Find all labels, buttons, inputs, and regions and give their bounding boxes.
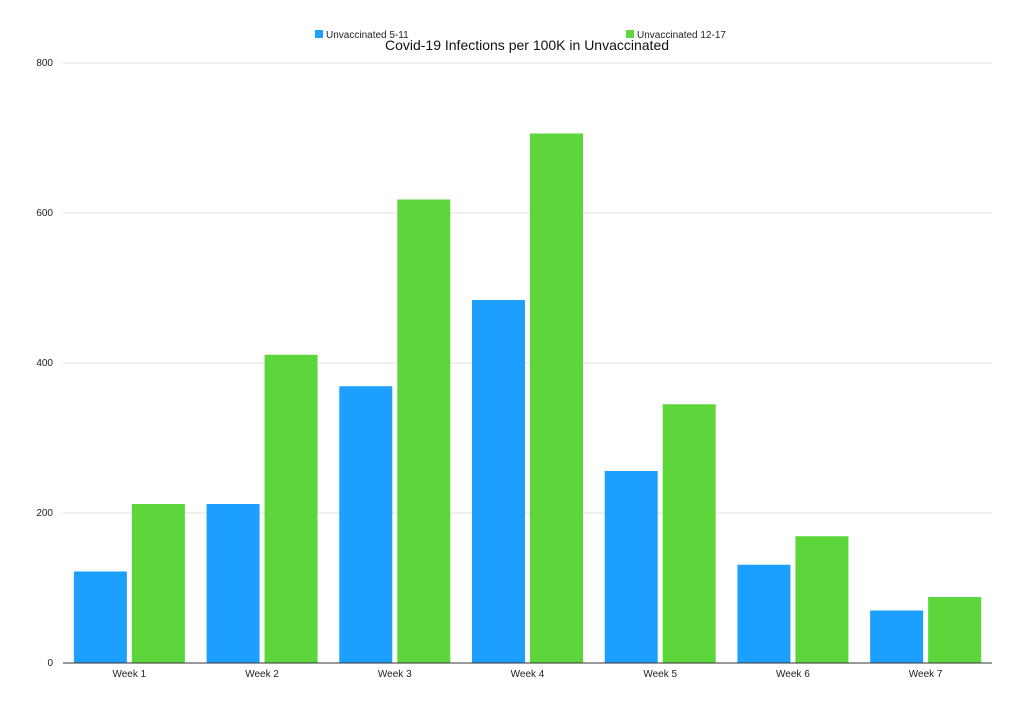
bar-series-2-week-2 [264, 354, 318, 663]
y-tick-label: 200 [36, 508, 53, 519]
axes: 0 200 400 600 800 Week 1 Week 2 Week 3 Week 4 Wee… [36, 58, 992, 680]
bar-series-1-week-4 [472, 300, 525, 663]
chart-title: Covid-19 Infections per 100K in Unvaccin… [385, 37, 669, 53]
y-tick-label: 600 [36, 208, 53, 219]
x-tick-label: Week 2 [245, 669, 279, 680]
gridlines [63, 62, 992, 514]
bar-series-1-week-5 [604, 471, 658, 663]
bar-series-1-week-6 [737, 564, 791, 663]
bar-series-2-week-1 [131, 504, 185, 663]
bar-series-2-week-4 [530, 133, 583, 663]
legend: Unvaccinated 5-11 Unvaccinated 12-17 [315, 30, 726, 41]
x-tick-label: Week 7 [909, 669, 943, 680]
y-tick-label: 800 [36, 58, 53, 69]
bar-series-2-week-3 [397, 199, 451, 663]
bar-series-1-week-3 [339, 386, 393, 663]
x-tick-label: Week 1 [112, 669, 146, 680]
x-tick-label: Week 5 [643, 669, 677, 680]
legend-label: Unvaccinated 5-11 [326, 30, 409, 41]
x-tick-label: Week 4 [511, 669, 545, 680]
bar-series-1-week-2 [206, 504, 260, 663]
x-tick-label: Week 6 [776, 669, 810, 680]
bars [73, 133, 982, 663]
legend-swatch [315, 30, 323, 38]
bar-series-1-week-1 [73, 571, 127, 663]
bar-series-1-week-7 [870, 610, 924, 663]
bar-series-2-week-5 [662, 404, 716, 663]
legend-label: Unvaccinated 12-17 [637, 30, 726, 41]
y-tick-label: 400 [36, 358, 53, 369]
y-tick-label: 0 [47, 658, 53, 669]
bar-series-2-week-6 [795, 536, 849, 663]
x-tick-label: Week 3 [378, 669, 412, 680]
legend-swatch [626, 30, 634, 38]
bar-series-2-week-7 [928, 597, 982, 663]
